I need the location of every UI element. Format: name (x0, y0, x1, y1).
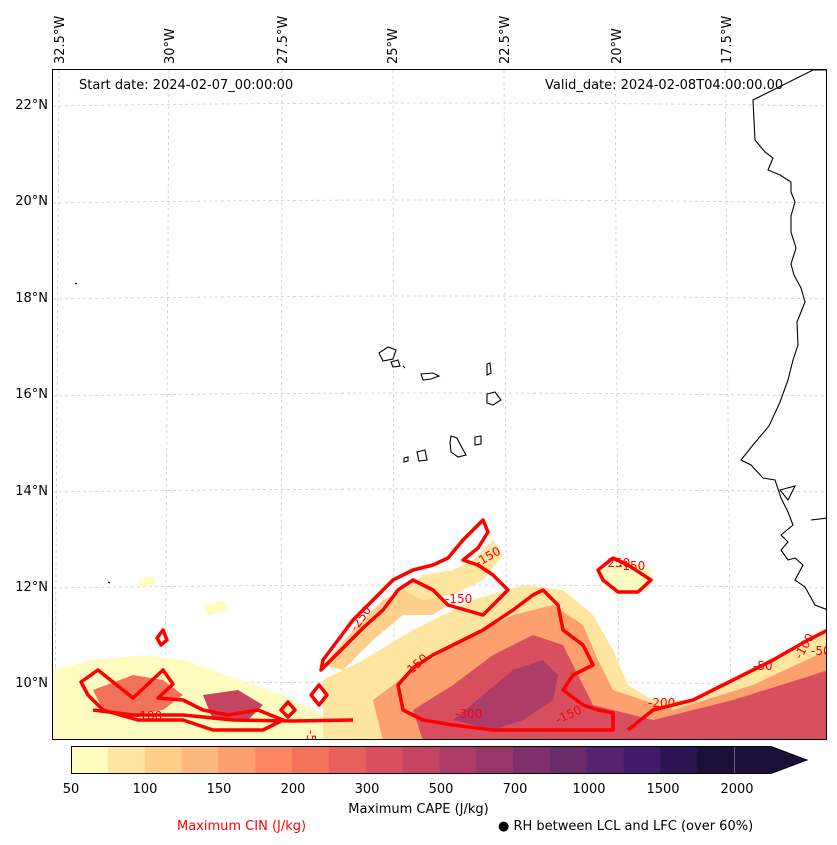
island-boa-vista (486, 391, 502, 406)
lat-label-16n: 16°N (15, 387, 48, 402)
colorbar-swatch (439, 746, 477, 774)
cin-contour-southeast (626, 629, 826, 732)
colorbar-extend-arrow (735, 746, 807, 773)
coastlines (74, 70, 826, 610)
lon-label-20w: 20°W (610, 28, 625, 64)
island-santa-luzia (402, 365, 406, 369)
contour-label: -50 (811, 644, 827, 658)
island-maio (474, 435, 482, 446)
colorbar-outline (71, 746, 809, 774)
colorbar (71, 746, 811, 778)
africa-coast (740, 70, 826, 610)
lon-label-17-5w: 17.5°W (720, 15, 735, 64)
start-date-label: Start date: 2024-02-07_00:00:00 (79, 78, 294, 93)
lon-label-22-5w: 22.5°W (498, 15, 513, 64)
lon-label-27-5w: 27.5°W (276, 15, 291, 64)
colorbar-svg (71, 746, 809, 774)
lat-label-10n: 10°N (15, 676, 48, 691)
colorbar-swatch (549, 746, 588, 774)
lat-label-22n: 22°N (15, 98, 48, 113)
africa-coast-inlet (779, 485, 797, 502)
cape-band-arc-north (403, 540, 503, 600)
colorbar-swatch (328, 746, 367, 774)
colorbar-tick: 150 (206, 782, 232, 797)
island-fogo (416, 449, 428, 462)
island-brava (403, 456, 409, 463)
colorbar-swatch (71, 746, 109, 774)
cin-contour-arc (319, 518, 510, 672)
colorbar-swatch (255, 746, 293, 774)
cin-contour-west (79, 668, 285, 732)
colorbar-title: Maximum CAPE (J/kg) (348, 802, 489, 817)
colorbar-tick: 700 (502, 782, 528, 797)
map-panel[interactable]: -150 -250 -150 -150 -100 -250 -150 -300 … (52, 69, 827, 740)
cin-contour-east-box (596, 556, 653, 594)
lat-label-18n: 18°N (15, 291, 48, 306)
cape-band-core (453, 660, 558, 730)
colorbar-swatch (107, 746, 146, 774)
island-sal (486, 362, 492, 376)
colorbar-swatch (697, 746, 735, 774)
contour-label: -100 (135, 709, 162, 723)
island-santo-antao (378, 346, 397, 362)
island-santiago (449, 435, 467, 458)
contour-label: -150 (445, 592, 472, 606)
colorbar-swatch (144, 746, 183, 774)
map-canvas: -150 -250 -150 -150 -100 -250 -150 -300 … (53, 70, 827, 740)
africa-coast-south (810, 517, 826, 521)
dot-northwest (74, 282, 78, 285)
colorbar-tick: 1000 (572, 782, 606, 797)
colorbar-swatch (402, 746, 440, 774)
colorbar-tick: 1500 (646, 782, 680, 797)
contour-label: -300 (455, 707, 482, 721)
colorbar-swatch (181, 746, 219, 774)
lat-label-14n: 14°N (15, 484, 48, 499)
colorbar-tick: 100 (132, 782, 158, 797)
colorbar-tick: 200 (280, 782, 306, 797)
colorbar-swatch (476, 746, 514, 774)
colorbar-swatch (513, 746, 551, 774)
lon-label-25w: 25°W (386, 28, 401, 64)
cin-contour-south-line (92, 708, 354, 723)
colorbar-swatch (218, 746, 256, 774)
colorbar-tick: 50 (62, 782, 80, 797)
cape-patch-sw-2 (138, 576, 155, 587)
cin-contour-small-1 (155, 628, 169, 647)
island-sao-vicente (390, 359, 401, 368)
colorbar-swatch (586, 746, 625, 774)
colorbar-swatch (365, 746, 404, 774)
lon-label-30w: 30°W (163, 28, 178, 64)
contour-label: -50 (304, 730, 318, 740)
colorbar-swatch (660, 746, 698, 774)
colorbar-tick: 500 (428, 782, 454, 797)
cape-fill (53, 540, 826, 739)
colorbar-swatch (623, 746, 661, 774)
lon-label-32-5w: 32.5°W (53, 15, 68, 64)
colorbar-tick: 2000 (720, 782, 754, 797)
contour-label: -200 (648, 696, 675, 710)
cape-band-arc (323, 585, 448, 670)
colorbar-swatch (292, 746, 330, 774)
cin-contour-small-2 (279, 700, 297, 719)
contour-label: -150 (618, 559, 645, 573)
valid-date-label: Valid_date: 2024-02-08T04:00:00.00 (545, 78, 784, 93)
lat-label-12n: 12°N (15, 580, 48, 595)
dot-southwest (107, 581, 111, 584)
cin-contour-central (396, 588, 615, 732)
legend-cin: Maximum CIN (J/kg) (177, 819, 307, 834)
colorbar-swatches (71, 746, 735, 774)
legend-rh: ● RH between LCL and LFC (over 60%) (498, 819, 754, 834)
cin-contours (79, 518, 826, 732)
cape-patch-sw-1 (203, 600, 228, 615)
lat-label-20n: 20°N (15, 194, 48, 209)
contour-label: -50 (753, 659, 773, 673)
colorbar-tick: 300 (354, 782, 380, 797)
contour-label: -250 (603, 556, 630, 570)
island-sao-nicolau (420, 372, 441, 381)
cin-contour-small-3 (309, 683, 329, 707)
